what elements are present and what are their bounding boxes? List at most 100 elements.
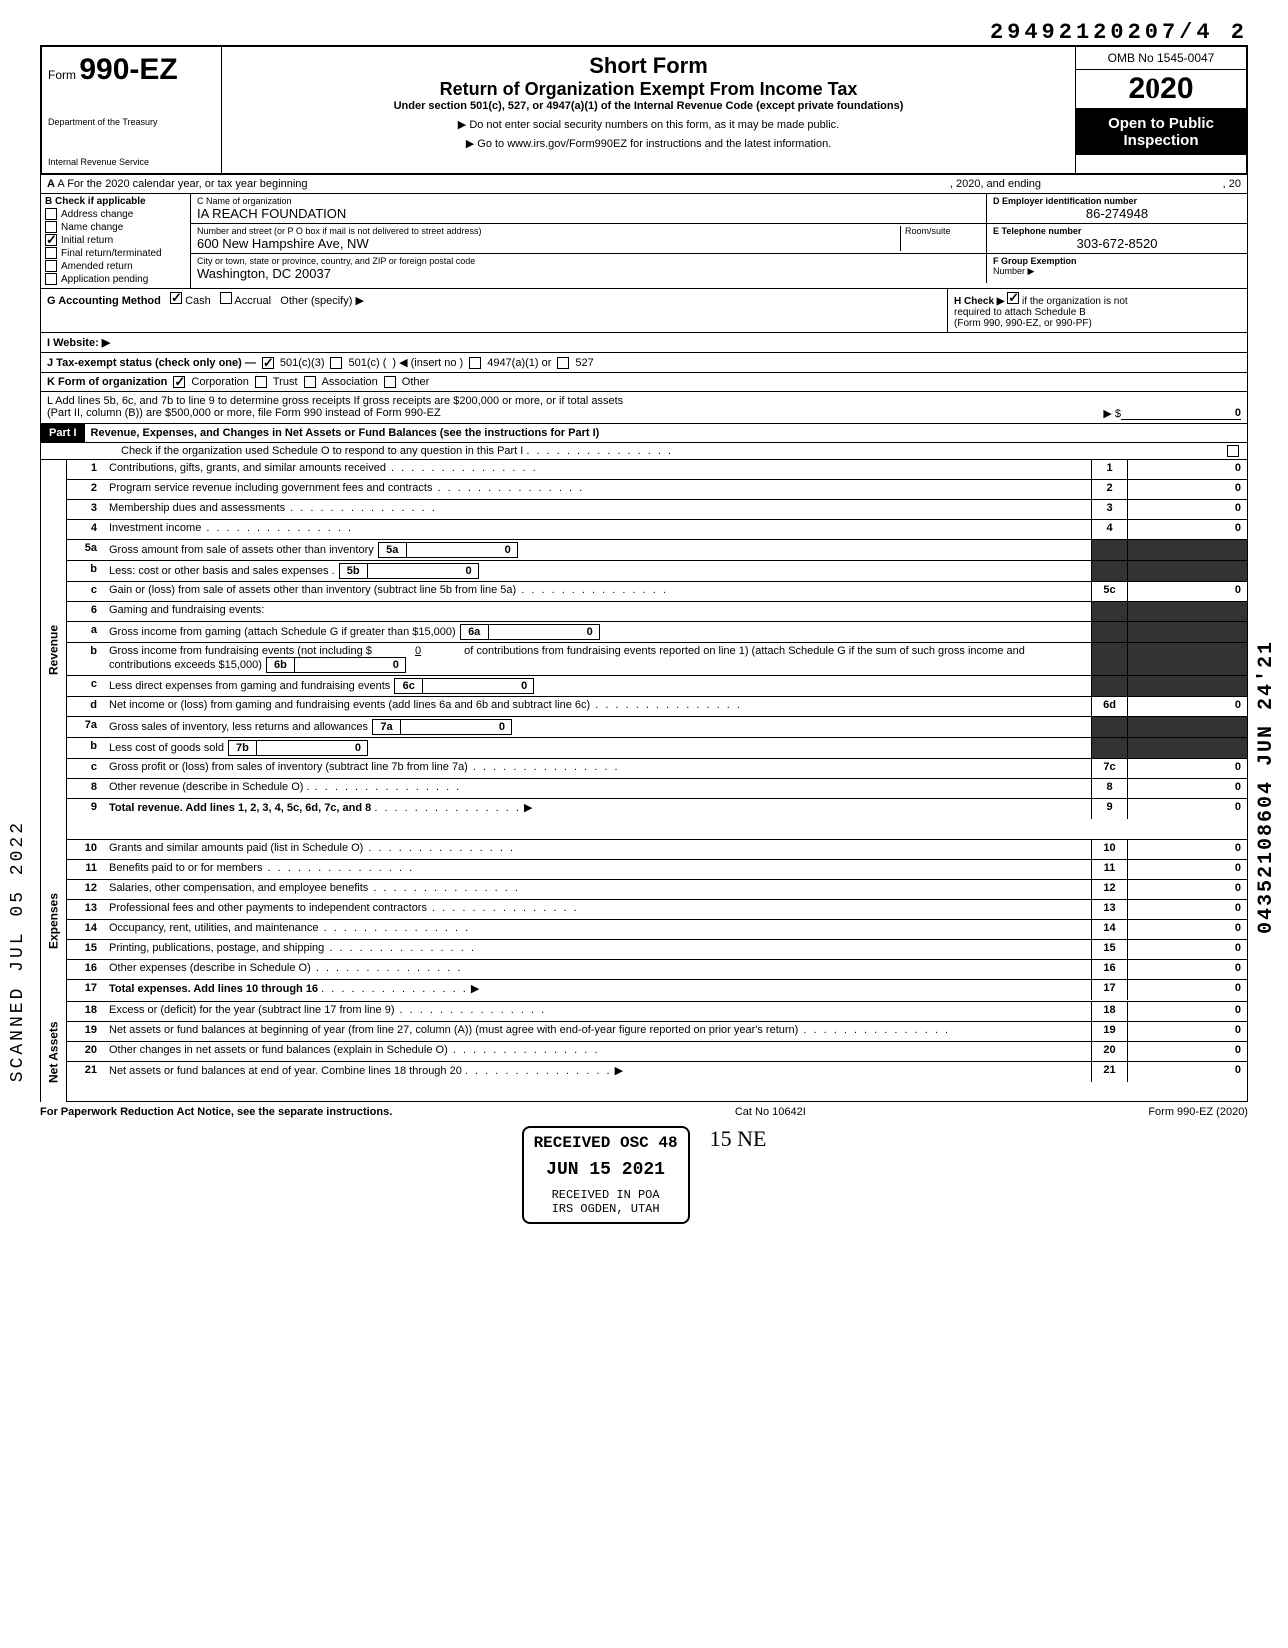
org-name: IA REACH FOUNDATION [197,206,980,221]
b-item-3: Final return/terminated [61,248,162,259]
part1-check-row: Check if the organization used Schedule … [40,443,1248,460]
ln4-txt: Investment income [103,520,1091,539]
chk-assoc[interactable] [304,376,316,388]
ln6d-txt: Net income or (loss) from gaming and fun… [103,697,1091,716]
ln6d-box: 6d [1091,697,1127,716]
l-line1: L Add lines 5b, 6c, and 7b to line 9 to … [47,395,1241,407]
ln15-val: 0 [1127,940,1247,959]
b-item-1: Name change [61,222,123,233]
chk-4947[interactable] [469,357,481,369]
ln5c-no: c [67,582,103,601]
ln17-val: 0 [1127,980,1247,1000]
chk-address-change[interactable] [45,208,57,220]
ln4-no: 4 [67,520,103,539]
ln9-txt: Total revenue. Add lines 1, 2, 3, 4, 5c,… [109,802,371,814]
ln16-txt: Other expenses (describe in Schedule O) [103,960,1091,979]
chk-final-return[interactable] [45,247,57,259]
ln11-val: 0 [1127,860,1247,879]
ln7a-shade [1091,717,1127,737]
ln8-val: 0 [1127,779,1247,798]
received-stamp: RECEIVED OSC 48 JUN 15 2021 RECEIVED IN … [522,1126,690,1224]
revenue-grid: 1Contributions, gifts, grants, and simil… [66,460,1248,840]
open-line2: Inspection [1080,132,1242,149]
chk-amended[interactable] [45,260,57,272]
ln2-txt: Program service revenue including govern… [103,480,1091,499]
j-d: 4947(a)(1) or [487,357,551,369]
ln5c-val: 0 [1127,582,1247,601]
chk-527[interactable] [557,357,569,369]
j-b: 501(c) ( [348,357,386,369]
netassets-grid: 18Excess or (deficit) for the year (subt… [66,1002,1248,1102]
ln19-no: 19 [67,1022,103,1041]
form-prefix: Form [48,68,76,82]
ln13-box: 13 [1091,900,1127,919]
ln6a-txt: Gross income from gaming (attach Schedul… [109,626,456,638]
ln6b-no: b [67,643,103,675]
ln6-shade [1091,602,1127,621]
ln11-box: 11 [1091,860,1127,879]
rowA-label: A For the 2020 calendar year, or tax yea… [57,178,307,190]
ln18-no: 18 [67,1002,103,1021]
chk-h[interactable] [1007,292,1019,304]
ln13-val: 0 [1127,900,1247,919]
part1-tag: Part I [41,424,85,442]
ln17-txt: Total expenses. Add lines 10 through 16 [109,983,318,995]
ln9-box: 9 [1091,799,1127,819]
b-item-0: Address change [61,209,133,220]
d-label: D Employer identification number [993,196,1137,206]
chk-part1-scho[interactable] [1227,445,1239,457]
chk-app-pending[interactable] [45,273,57,285]
ln7c-txt: Gross profit or (loss) from sales of inv… [103,759,1091,778]
part1-title: Revenue, Expenses, and Changes in Net As… [85,425,1247,441]
footer: For Paperwork Reduction Act Notice, see … [40,1102,1248,1122]
ln17-box: 17 [1091,980,1127,1000]
ln7b-txt: Less cost of goods sold [109,742,224,754]
chk-initial-return[interactable] [45,234,57,246]
ln7a-iv: 0 [401,720,511,734]
ln17-no: 17 [67,980,103,1000]
footer-left: For Paperwork Reduction Act Notice, see … [40,1106,392,1118]
j-e: 527 [575,357,593,369]
chk-501c[interactable] [330,357,342,369]
ln13-no: 13 [67,900,103,919]
ln5a-shade2 [1127,540,1247,560]
chk-trust[interactable] [255,376,267,388]
ln6a-iv: 0 [489,625,599,639]
h-line1: H Check ▶ [954,296,1004,307]
side-revenue: Revenue [40,460,66,840]
ln15-box: 15 [1091,940,1127,959]
chk-accrual[interactable] [220,292,232,304]
open-to-public: Open to Public Inspection [1076,109,1246,155]
ln20-txt: Other changes in net assets or fund bala… [103,1042,1091,1061]
h-box: H Check ▶ if the organization is not req… [947,289,1247,332]
ln6a-shade [1091,622,1127,642]
chk-501c3[interactable] [262,357,274,369]
ln6d-val: 0 [1127,697,1247,716]
row-a: A A For the 2020 calendar year, or tax y… [40,175,1248,194]
chk-cash[interactable] [170,292,182,304]
ln7b-shade [1091,738,1127,758]
ln14-no: 14 [67,920,103,939]
ln7c-no: c [67,759,103,778]
ln11-no: 11 [67,860,103,879]
note-url: ▶ Go to www.irs.gov/Form990EZ for instru… [232,137,1065,150]
ln2-val: 0 [1127,480,1247,499]
chk-corp[interactable] [173,376,185,388]
chk-other-org[interactable] [384,376,396,388]
row-j: J Tax-exempt status (check only one) — 5… [40,353,1248,373]
i-label: I Website: ▶ [47,336,110,349]
ln6b-shade [1091,643,1127,675]
ln14-txt: Occupancy, rent, utilities, and maintena… [103,920,1091,939]
ln12-box: 12 [1091,880,1127,899]
ib-7b: 7b [229,741,257,755]
row-gh: G Accounting Method Cash Accrual Other (… [40,289,1248,333]
ln2-no: 2 [67,480,103,499]
ln21-txt: Net assets or fund balances at end of ye… [109,1065,462,1077]
ein-value: 86-274948 [993,206,1241,221]
ln5a-no: 5a [67,540,103,560]
part1-check-text: Check if the organization used Schedule … [121,445,523,457]
ib-6b: 6b [267,658,295,672]
b-item-4: Amended return [61,261,133,272]
g-other: Other (specify) ▶ [280,295,364,307]
ln6c-shade2 [1127,676,1247,696]
